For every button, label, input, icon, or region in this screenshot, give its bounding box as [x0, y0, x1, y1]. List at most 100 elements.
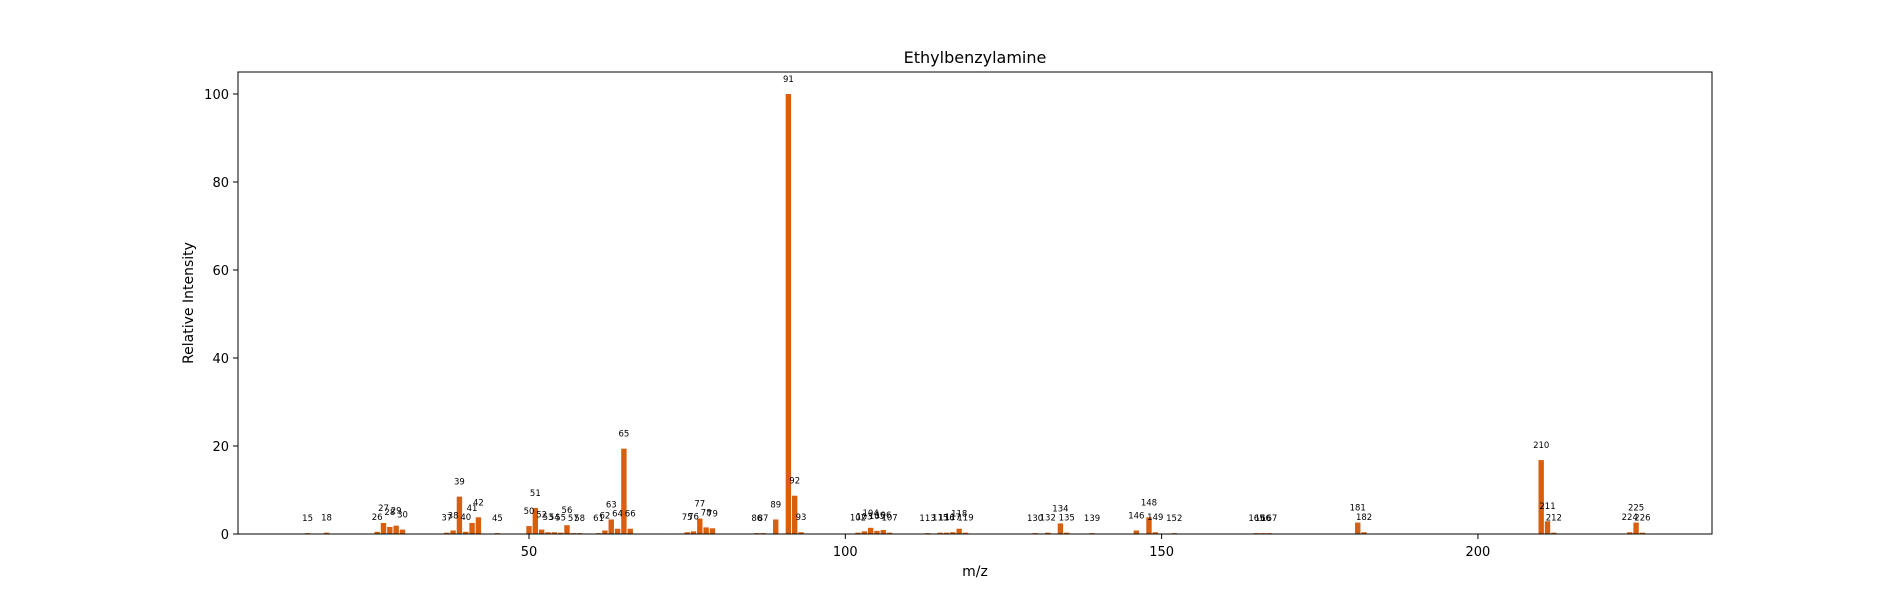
peak-label-41: 41 — [467, 504, 478, 514]
peak-label-117: 117 — [945, 513, 961, 523]
y-tick-label: 100 — [204, 88, 229, 103]
peak-label-78: 78 — [701, 508, 712, 518]
peak-bar-93 — [798, 532, 804, 534]
peak-bar-39 — [456, 496, 463, 534]
peak-label-15: 15 — [302, 514, 313, 524]
peak-label-118: 118 — [951, 510, 967, 520]
peak-label-130: 130 — [1027, 514, 1043, 524]
peak-bar-66 — [627, 528, 633, 534]
peak-label-64: 64 — [612, 510, 623, 520]
peak-label-39: 39 — [454, 478, 465, 488]
peak-bar-56 — [564, 525, 570, 534]
peak-bar-103 — [861, 531, 867, 534]
x-axis: 50 100 150 200 — [521, 534, 1491, 560]
peak-label-30: 30 — [397, 511, 408, 521]
peak-label-38: 38 — [448, 511, 459, 521]
peak-bar-92 — [792, 495, 798, 534]
peak-label-56: 56 — [562, 506, 573, 516]
peak-label-132: 132 — [1040, 514, 1056, 524]
peak-label-115: 115 — [932, 514, 948, 524]
peak-label-77: 77 — [694, 500, 705, 510]
peak-label-134: 134 — [1052, 504, 1068, 514]
chart-title: Ethylbenzylamine — [904, 48, 1047, 67]
peak-label-226: 226 — [1634, 514, 1650, 524]
peak-label-45: 45 — [492, 514, 503, 524]
peak-bar-182 — [1361, 532, 1367, 534]
peak-label-225: 225 — [1628, 504, 1644, 514]
peak-bar-41 — [469, 523, 475, 534]
peak-label-113: 113 — [919, 514, 935, 524]
peak-bar-52 — [538, 529, 545, 534]
peak-label-50: 50 — [524, 507, 535, 517]
peak-bar-148 — [1146, 517, 1152, 534]
peak-bar-27 — [380, 523, 387, 534]
peak-label-61: 61 — [593, 514, 604, 524]
peak-bar-91 — [785, 94, 792, 534]
peak-bar-118 — [956, 528, 962, 534]
peak-bar-18 — [323, 532, 330, 534]
peak-label-63: 63 — [606, 500, 617, 510]
peak-bar-30 — [399, 529, 406, 534]
peak-bar-54 — [551, 532, 558, 534]
peak-bar-106 — [880, 530, 886, 534]
peak-label-210: 210 — [1533, 441, 1549, 451]
peak-label-102: 102 — [850, 514, 866, 524]
peak-bar-40 — [463, 531, 469, 534]
peak-label-65: 65 — [618, 430, 629, 440]
peak-bar-102 — [855, 532, 861, 534]
peak-bar-149 — [1152, 532, 1158, 534]
peak-bar-104 — [867, 527, 874, 534]
peak-label-57: 57 — [568, 514, 579, 524]
peak-bar-65 — [621, 448, 627, 534]
y-tick-label: 40 — [212, 352, 229, 367]
peak-label-91: 91 — [783, 75, 794, 85]
peak-bar-115 — [937, 532, 943, 534]
x-tick-label: 150 — [1149, 545, 1174, 560]
peak-bar-53 — [545, 532, 551, 534]
peak-label-165: 165 — [1248, 514, 1264, 524]
peak-bar-225 — [1633, 522, 1639, 534]
peak-label-51: 51 — [530, 489, 541, 499]
peak-bar-210 — [1538, 460, 1544, 534]
peak-label-75: 75 — [682, 513, 693, 523]
peak-bar-146 — [1133, 530, 1140, 534]
y-tick-label: 60 — [212, 264, 229, 279]
peak-label-89: 89 — [770, 500, 781, 510]
peak-label-146: 146 — [1128, 511, 1144, 521]
plot-frame — [237, 71, 1713, 535]
peak-label-224: 224 — [1622, 513, 1638, 523]
peak-label-87: 87 — [758, 514, 769, 524]
peak-bar-42 — [475, 517, 482, 534]
x-tick-label: 50 — [521, 545, 538, 560]
peak-bar-212 — [1551, 532, 1557, 534]
peak-bar-63 — [608, 519, 614, 534]
peak-bar-105 — [874, 530, 880, 534]
peak-label-152: 152 — [1166, 514, 1182, 524]
peak-bar-75 — [684, 532, 690, 534]
peak-bar-50 — [526, 526, 532, 534]
peak-label-79: 79 — [707, 509, 718, 519]
peak-label-211: 211 — [1539, 502, 1555, 512]
peak-label-167: 167 — [1261, 514, 1277, 524]
peak-label-62: 62 — [600, 511, 611, 521]
peak-bar-26 — [374, 531, 380, 534]
y-tick-label: 20 — [212, 440, 229, 455]
x-axis-label: m/z — [962, 564, 988, 580]
peak-label-107: 107 — [881, 514, 897, 524]
x-tick-label: 100 — [833, 545, 858, 560]
peak-label-28: 28 — [384, 508, 395, 518]
peak-label-148: 148 — [1141, 498, 1157, 508]
peak-label-37: 37 — [441, 514, 452, 524]
x-tick-label: 200 — [1466, 545, 1491, 560]
peak-label-42: 42 — [473, 498, 484, 508]
peak-label-212: 212 — [1546, 514, 1562, 524]
peak-label-104: 104 — [863, 509, 879, 519]
bars-layer — [304, 94, 1646, 534]
peak-bar-132 — [1045, 532, 1051, 534]
peak-label-166: 166 — [1255, 514, 1271, 524]
peak-label-116: 116 — [938, 514, 954, 524]
peak-label-135: 135 — [1059, 514, 1075, 524]
peak-bar-79 — [709, 528, 716, 534]
peak-bar-89 — [773, 519, 779, 534]
